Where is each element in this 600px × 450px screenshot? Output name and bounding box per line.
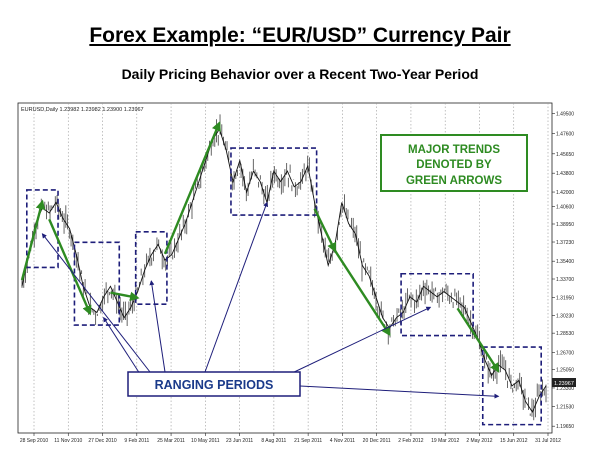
x-axis-ticks: 28 Sep 2010 11 Nov 2010 27 Dec 2010 9 Feb 2… xyxy=(20,433,561,444)
x-tick-label: 10 May 2011 xyxy=(191,438,220,444)
y-tick-label: 1.45650 xyxy=(556,152,574,158)
y-tick-label: 1.35400 xyxy=(556,259,574,265)
trend-arrow xyxy=(48,218,92,316)
trend-arrow xyxy=(313,208,337,253)
x-tick-label: 25 Mar 2011 xyxy=(157,438,185,444)
y-tick-label: 1.21530 xyxy=(556,404,574,410)
trend-arrow xyxy=(334,250,391,337)
x-tick-label: 28 Sep 2010 xyxy=(20,438,49,444)
y-tick-label: 1.47600 xyxy=(556,131,574,137)
x-tick-label: 2 May 2012 xyxy=(466,438,492,444)
y-tick-label: 1.25050 xyxy=(556,368,574,374)
ranging-callout-arrow xyxy=(41,233,151,373)
ranging-callout-arrow xyxy=(299,385,500,399)
y-tick-label: 1.31950 xyxy=(556,295,574,301)
trend-arrow xyxy=(20,199,46,281)
current-price-tag xyxy=(552,378,576,387)
trend-arrows xyxy=(20,121,500,373)
ranging-callout-arrow xyxy=(149,280,166,373)
y-tick-label: 1.42000 xyxy=(556,190,574,196)
x-tick-label: 31 Jul 2012 xyxy=(535,438,561,444)
y-tick-label: 1.43800 xyxy=(556,171,574,177)
range-box xyxy=(230,147,318,216)
price-series xyxy=(21,114,547,421)
x-tick-label: 2 Feb 2012 xyxy=(398,438,424,444)
y-tick-label: 1.26700 xyxy=(556,350,574,356)
y-tick-label: 1.37230 xyxy=(556,240,574,246)
y-tick-label: 1.23300 xyxy=(556,386,574,392)
trends-callout-line-2: DENOTED BY xyxy=(416,159,492,171)
y-tick-label: 1.49500 xyxy=(556,111,574,117)
range-boxes xyxy=(26,147,542,426)
ranging-callout-box xyxy=(127,371,301,397)
grid-lines xyxy=(33,103,549,433)
x-tick-label: 4 Nov 2011 xyxy=(330,438,355,444)
range-box xyxy=(26,189,59,269)
x-tick-label: 11 Nov 2010 xyxy=(54,438,82,444)
x-tick-label: 23 Jun 2011 xyxy=(226,438,253,444)
y-tick-label: 1.33700 xyxy=(556,277,574,283)
current-price-label: 1.23967 xyxy=(554,381,574,387)
slide-subtitle: Daily Pricing Behavior over a Recent Two… xyxy=(121,66,479,82)
trends-callout-line-1: MAJOR TRENDS xyxy=(408,144,500,156)
trends-callout-box xyxy=(380,134,528,192)
y-tick-label: 1.38950 xyxy=(556,222,574,228)
trends-callout-line-3: GREEN ARROWS xyxy=(406,175,502,187)
ranging-callout-arrow xyxy=(103,316,141,375)
range-box xyxy=(134,231,168,305)
x-tick-label: 15 Jun 2012 xyxy=(500,438,528,444)
range-box xyxy=(400,272,474,337)
x-tick-label: 21 Sep 2011 xyxy=(294,438,322,444)
trend-arrow xyxy=(456,307,500,373)
y-tick-label: 1.40600 xyxy=(556,205,574,211)
x-tick-label: 8 Aug 2011 xyxy=(261,438,286,444)
y-tick-label: 1.28530 xyxy=(556,331,574,337)
y-axis-ticks: 1.49500 1.47600 1.45650 1.43800 1.42000 1.406… xyxy=(552,111,574,430)
trend-arrow xyxy=(110,291,140,302)
x-tick-label: 20 Dec 2011 xyxy=(363,438,391,444)
x-tick-label: 27 Dec 2010 xyxy=(88,438,117,444)
price-line xyxy=(21,128,547,413)
ranging-callout-arrow xyxy=(289,306,432,375)
y-tick-label: 1.19650 xyxy=(556,424,574,430)
chart-header: EURUSD,Daily 1.23982 1.23982 1.23900 1.2… xyxy=(21,107,144,113)
range-box xyxy=(481,346,542,426)
slide-title: Forex Example: “EUR/USD” Currency Pair xyxy=(89,24,511,47)
x-tick-label: 9 Feb 2011 xyxy=(124,438,149,444)
trend-arrow xyxy=(163,121,221,255)
y-tick-label: 1.30230 xyxy=(556,313,574,319)
ranging-callout-arrow xyxy=(204,201,268,373)
ranging-callout-arrows xyxy=(41,201,500,399)
x-tick-label: 19 Mar 2012 xyxy=(431,438,459,444)
ranging-callout-label: RANGING PERIODS xyxy=(155,378,274,392)
